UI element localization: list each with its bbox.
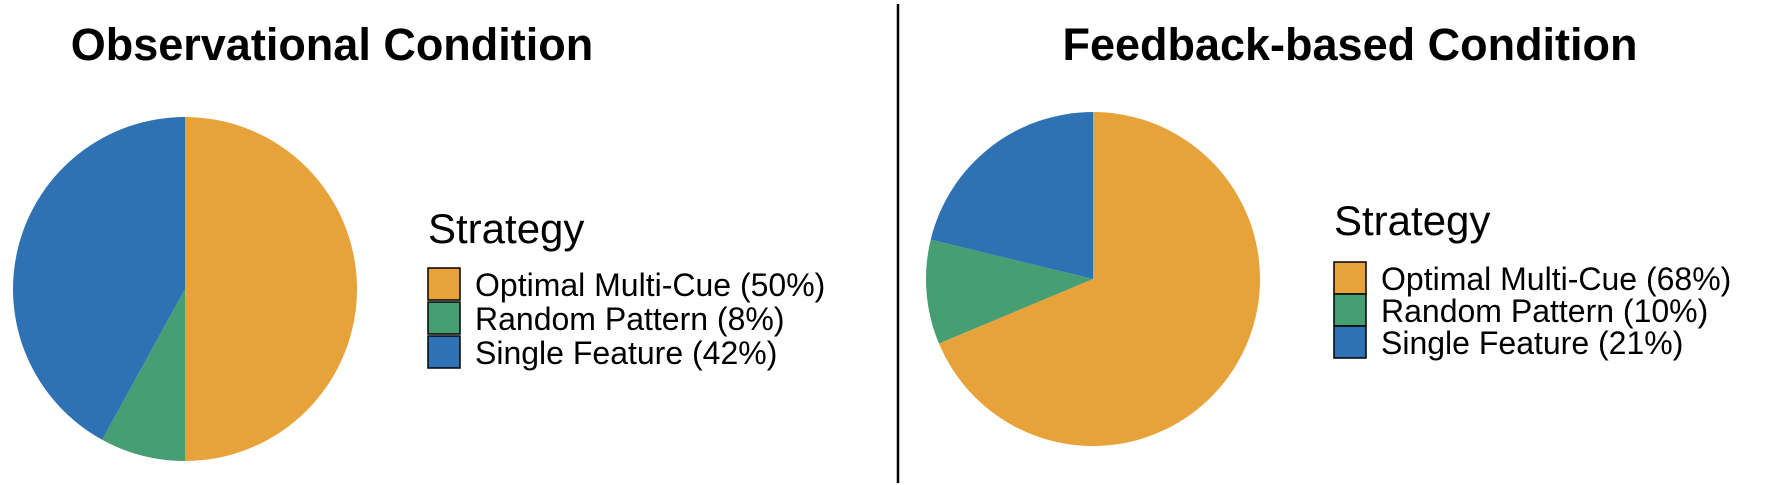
legend-swatch-feedback-random-pattern <box>1333 293 1367 327</box>
legend-swatch-observational-single-feature <box>427 335 461 369</box>
legend-label-feedback-random-pattern: Random Pattern (10%) <box>1381 293 1708 329</box>
legend-title-feedback: Strategy <box>1334 197 1490 244</box>
legend-label-feedback-single-feature: Single Feature (21%) <box>1381 325 1683 361</box>
pie-slice-feedback-optimal-multi-cue <box>938 112 1261 446</box>
legend-swatch-observational-optimal-multi-cue <box>427 267 461 301</box>
pie-feedback <box>926 112 1261 446</box>
pie-slice-observational-single-feature <box>13 117 186 440</box>
legend-swatch-observational-random-pattern <box>427 301 461 335</box>
legend-label-observational-random-pattern: Random Pattern (8%) <box>475 301 784 337</box>
legend-label-feedback-optimal-multi-cue: Optimal Multi-Cue (68%) <box>1381 261 1731 297</box>
pie-slice-observational-random-pattern <box>102 289 185 461</box>
panel-observational: Observational Condition Strategy Optimal… <box>13 19 825 461</box>
panel-title-feedback: Feedback-based Condition <box>1062 19 1637 70</box>
pie-observational <box>13 117 357 461</box>
legend-feedback: Optimal Multi-Cue (68%)Random Pattern (1… <box>1333 261 1731 361</box>
pie-slice-feedback-random-pattern <box>926 239 1093 344</box>
panel-title-observational: Observational Condition <box>71 19 594 70</box>
panel-feedback: Feedback-based Condition Strategy Optima… <box>926 19 1731 446</box>
legend-title-observational: Strategy <box>428 205 584 252</box>
legend-label-observational-single-feature: Single Feature (42%) <box>475 335 777 371</box>
pie-slice-observational-optimal-multi-cue <box>185 117 357 461</box>
legend-swatch-feedback-optimal-multi-cue <box>1333 261 1367 295</box>
legend-observational: Optimal Multi-Cue (50%)Random Pattern (8… <box>427 267 825 371</box>
pie-slice-feedback-single-feature <box>930 112 1093 279</box>
legend-swatch-feedback-single-feature <box>1333 325 1367 359</box>
legend-label-observational-optimal-multi-cue: Optimal Multi-Cue (50%) <box>475 267 825 303</box>
